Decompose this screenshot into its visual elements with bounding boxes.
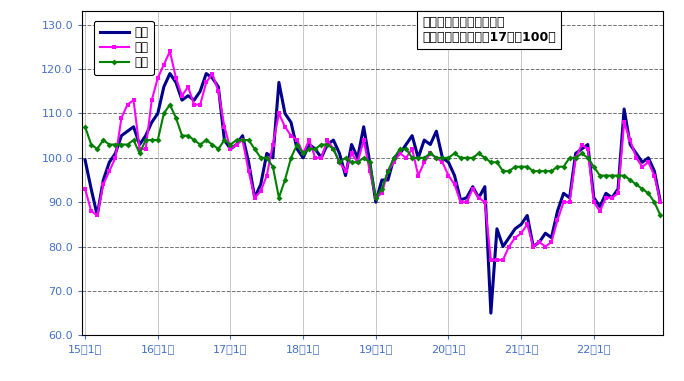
在庫 (250, 147, 259, 151)
出荷 (487, 258, 495, 262)
在庫 (378, 187, 386, 191)
出荷 (396, 151, 404, 156)
出荷 (620, 120, 628, 125)
在庫 (81, 125, 89, 129)
生産 (620, 107, 628, 111)
出荷 (657, 200, 665, 205)
在庫 (396, 147, 404, 151)
生産 (378, 178, 386, 182)
Line: 出荷: 出荷 (83, 49, 663, 262)
生産 (657, 200, 665, 205)
Line: 在庫: 在庫 (83, 102, 663, 218)
Line: 生産: 生産 (85, 74, 661, 313)
出荷 (378, 191, 386, 195)
在庫 (160, 111, 168, 116)
生産 (160, 85, 168, 89)
出荷 (250, 195, 259, 200)
出荷 (166, 49, 174, 54)
在庫 (614, 173, 622, 178)
出荷 (160, 62, 168, 67)
生産 (81, 158, 89, 162)
出荷 (335, 160, 343, 165)
出荷 (81, 187, 89, 191)
在庫 (657, 213, 665, 218)
生産 (335, 151, 343, 156)
生産 (487, 311, 495, 315)
生産 (250, 195, 259, 200)
Text: 鳥取県鉱工業指数の推移
（季節調整済、平成17年＝100）: 鳥取県鉱工業指数の推移 （季節調整済、平成17年＝100） (422, 16, 556, 44)
在庫 (166, 102, 174, 107)
在庫 (335, 160, 343, 165)
Legend: 生産, 出荷, 在庫: 生産, 出荷, 在庫 (94, 21, 154, 75)
生産 (166, 71, 174, 76)
生産 (396, 151, 404, 156)
